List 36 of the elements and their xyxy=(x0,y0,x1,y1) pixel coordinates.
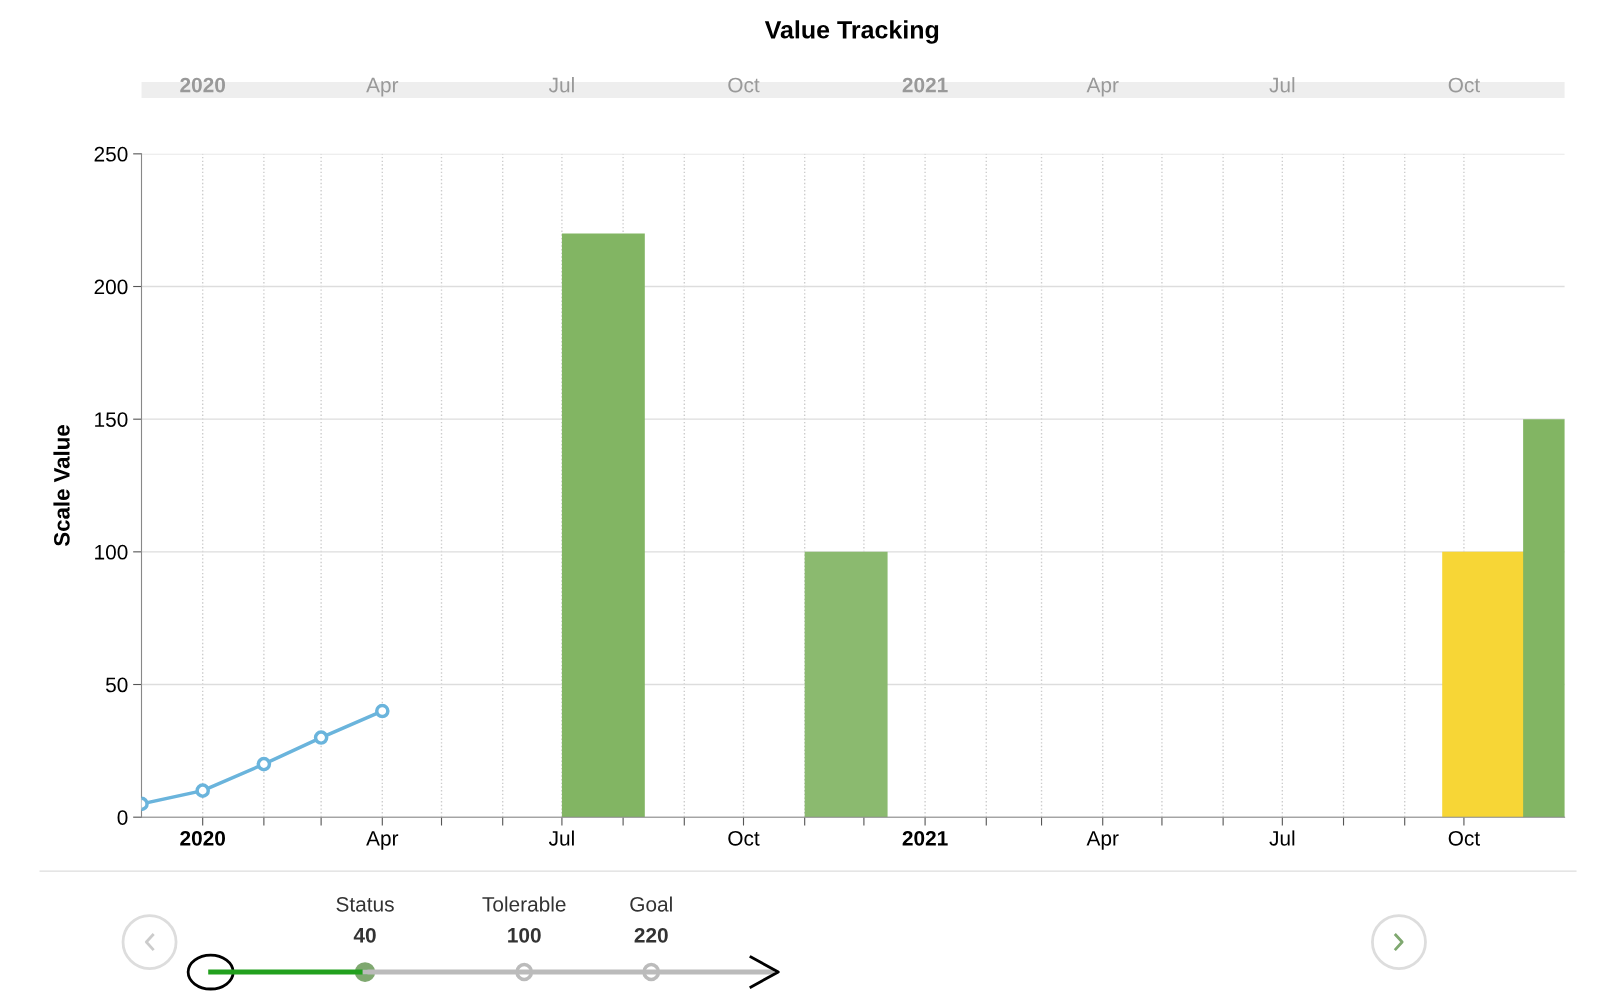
x-tick-label: 2020 xyxy=(180,830,226,846)
y-tick-label: 150 xyxy=(95,412,128,427)
point xyxy=(256,756,272,772)
x-tick-label: Oct xyxy=(728,830,760,846)
y-tick-label: 0 xyxy=(117,810,128,825)
point xyxy=(313,730,329,745)
x2-tick-label: Oct xyxy=(728,77,760,93)
text: 100 xyxy=(508,927,541,943)
y-tick-label: 200 xyxy=(94,279,128,295)
x-tick-label: Apr xyxy=(366,831,399,850)
x2-tick-label: Jul xyxy=(1269,77,1295,93)
text: Goal xyxy=(630,896,672,912)
y-tick-label: 250 xyxy=(94,146,128,162)
x-tick-label: Oct xyxy=(1448,830,1480,846)
x-tick-label: Jul xyxy=(1269,830,1295,846)
x2-tick-label: 2021 xyxy=(902,77,948,93)
text: Status xyxy=(336,896,394,912)
bar xyxy=(561,233,645,818)
point xyxy=(195,783,210,798)
y-tick-label: 50 xyxy=(105,677,128,693)
x-tick-label: 2021 xyxy=(902,830,948,846)
x2-tick-label: Apr xyxy=(1086,77,1119,97)
chart-title: Value Tracking xyxy=(764,20,939,44)
y-axis-title: Scale Value xyxy=(53,425,70,547)
point xyxy=(375,703,390,719)
text: 40 xyxy=(353,927,376,943)
x2-tick-label: Jul xyxy=(548,77,574,93)
y-tick-label: 100 xyxy=(95,544,128,560)
bar xyxy=(804,551,888,818)
text: 220 xyxy=(634,927,668,943)
x-tick-label: Jul xyxy=(548,830,574,846)
x2-tick-label: Apr xyxy=(366,77,399,97)
x-tick-label: Apr xyxy=(1086,831,1119,850)
text: Tolerable xyxy=(482,896,566,912)
x2-tick-label: Oct xyxy=(1448,77,1480,93)
x2-tick-label: 2020 xyxy=(180,77,226,93)
